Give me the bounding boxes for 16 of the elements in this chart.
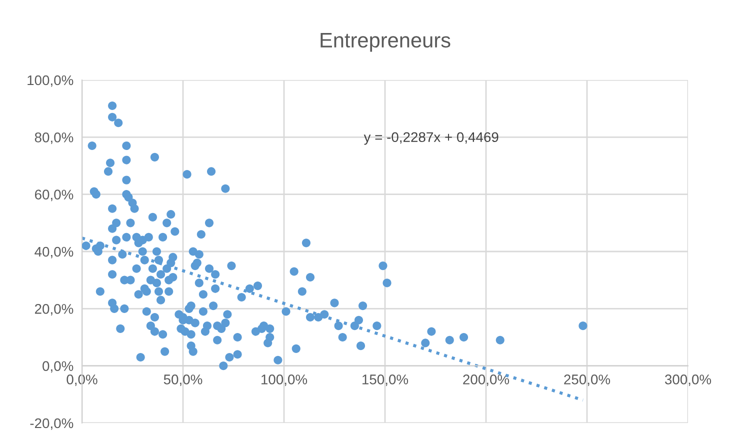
x-tick-label: 250,0% <box>564 374 610 386</box>
y-tick-label: 0,0% <box>42 361 74 373</box>
y-tick-label: 40,0% <box>34 246 74 258</box>
y-tick-label: 100,0% <box>28 75 74 87</box>
y-tick-label: 60,0% <box>34 190 74 202</box>
y-tick-label: 80,0% <box>34 132 74 144</box>
x-tick-label: 200,0% <box>463 374 510 386</box>
annotation: y = -0,2287x + 0,4469 <box>364 132 498 145</box>
x-tick-label: 0,0% <box>66 374 98 386</box>
x-tick-label: 100,0% <box>262 374 308 386</box>
y-tick-label: 20,0% <box>34 304 74 316</box>
chart-title: Entrepreneurs <box>320 33 450 52</box>
x-tick-label: 50,0% <box>164 374 202 386</box>
x-tick-label: 300,0% <box>664 374 712 386</box>
x-tick-label: 150,0% <box>362 374 408 386</box>
y-tick-label: -20,0% <box>30 418 74 430</box>
